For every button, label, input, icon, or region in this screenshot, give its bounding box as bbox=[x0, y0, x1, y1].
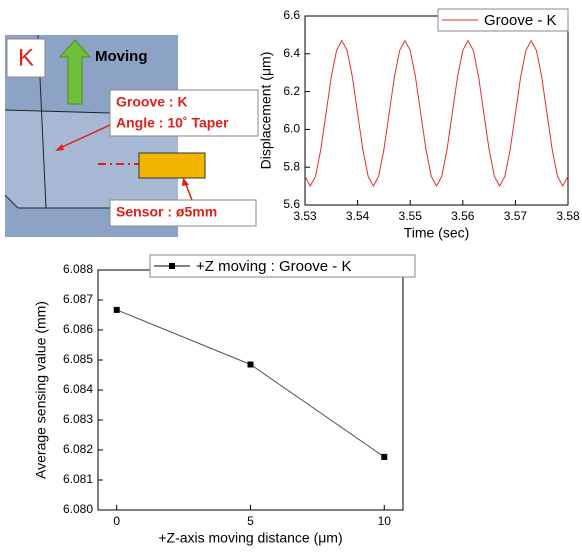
y-tick-label: 6.083 bbox=[63, 412, 93, 426]
data-point bbox=[114, 307, 120, 313]
angle-label: Angle : 10˚ Taper bbox=[116, 115, 229, 131]
y-axis-label: Displacement (μm) bbox=[258, 52, 274, 170]
y-tick-label: 5.8 bbox=[283, 159, 300, 173]
y-tick-label: 6.088 bbox=[63, 262, 93, 276]
sensor-label: Sensor : ø5mm bbox=[116, 204, 217, 220]
page: {"diagram": {"badge": "K", "motion": "Mo… bbox=[0, 0, 582, 552]
sensor bbox=[139, 153, 205, 178]
x-axis-label: Time (sec) bbox=[404, 225, 470, 241]
x-tick-label: 3.58 bbox=[556, 209, 580, 223]
y-tick-label: 6.087 bbox=[63, 292, 93, 306]
diagram: K Moving Groove : K Angle : 10˚ Taper Se… bbox=[5, 35, 258, 237]
x-tick-label: 0 bbox=[113, 514, 120, 528]
y-tick-label: 6.6 bbox=[283, 8, 300, 22]
x-tick-label: 3.57 bbox=[504, 209, 528, 223]
data-line bbox=[117, 310, 385, 457]
y-tick-label: 6.080 bbox=[63, 502, 93, 516]
plot-frame bbox=[98, 270, 403, 510]
figure: K Moving Groove : K Angle : 10˚ Taper Se… bbox=[0, 0, 582, 552]
y-tick-label: 6.2 bbox=[283, 84, 300, 98]
y-tick-label: 6.086 bbox=[63, 322, 93, 336]
legend-marker bbox=[169, 263, 175, 269]
x-tick-label: 10 bbox=[378, 514, 392, 528]
data-line bbox=[305, 41, 568, 187]
y-tick-label: 6.081 bbox=[63, 472, 93, 486]
plot-frame bbox=[305, 16, 568, 205]
x-axis-label: +Z-axis moving distance (μm) bbox=[158, 530, 342, 546]
y-axis-label: Average sensing value (mm) bbox=[33, 301, 49, 479]
motion-label: Moving bbox=[95, 48, 148, 65]
y-tick-label: 6.0 bbox=[283, 122, 300, 136]
data-point bbox=[248, 362, 254, 368]
x-tick-label: 3.55 bbox=[399, 209, 423, 223]
x-tick-label: 5 bbox=[247, 514, 254, 528]
y-tick-label: 6.085 bbox=[63, 352, 93, 366]
x-tick-label: 3.54 bbox=[346, 209, 370, 223]
badge: K bbox=[18, 44, 34, 71]
legend-label: +Z moving : Groove - K bbox=[196, 258, 351, 275]
groove-label: Groove : K bbox=[116, 94, 188, 110]
legend-label: Groove - K bbox=[484, 12, 557, 29]
data-point bbox=[381, 454, 387, 460]
y-tick-label: 6.4 bbox=[283, 46, 300, 60]
y-tick-label: 6.084 bbox=[63, 382, 93, 396]
x-tick-label: 3.53 bbox=[293, 209, 317, 223]
y-tick-label: 6.082 bbox=[63, 442, 93, 456]
x-tick-label: 3.56 bbox=[451, 209, 475, 223]
